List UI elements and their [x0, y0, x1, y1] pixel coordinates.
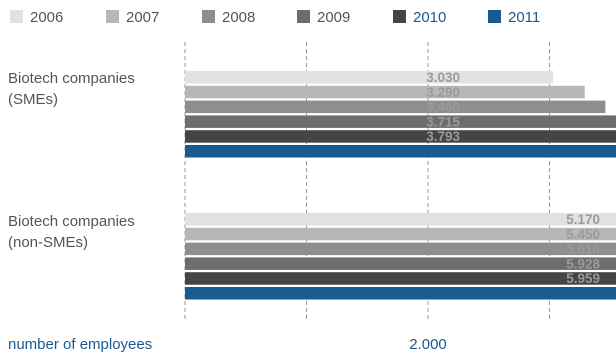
- legend-swatch: [202, 10, 215, 23]
- legend-swatch: [488, 10, 501, 23]
- legend-swatch: [106, 10, 119, 23]
- legend-label: 2010: [413, 9, 446, 26]
- data-label: 5.610: [566, 242, 600, 257]
- bar: [185, 287, 616, 300]
- data-label: 5.450: [566, 227, 600, 242]
- data-label: 6.254: [566, 286, 600, 301]
- bar: [185, 85, 585, 99]
- bar: [185, 71, 554, 84]
- legend-label: 2008: [222, 9, 255, 26]
- category-label: (non-SMEs): [8, 234, 88, 251]
- bar: [185, 257, 616, 270]
- data-label: 5.928: [566, 256, 600, 271]
- legend-label: 2011: [508, 9, 540, 26]
- bar: [185, 272, 616, 285]
- data-label: 3.290: [426, 85, 460, 100]
- legend-swatch: [393, 10, 406, 23]
- data-label: 5.170: [566, 212, 600, 227]
- legend-swatch: [10, 10, 23, 23]
- legend-swatch: [297, 10, 310, 23]
- data-label: 3.460: [426, 100, 460, 115]
- legend-label: 2007: [126, 9, 159, 26]
- data-label: 3.793: [426, 129, 460, 144]
- data-label: 5.959: [566, 271, 600, 286]
- bar: [185, 130, 616, 143]
- bar: [185, 145, 616, 158]
- bar: [185, 115, 616, 128]
- bar: [185, 242, 616, 256]
- category-label: (SMEs): [8, 91, 58, 108]
- data-label: 4.016: [426, 144, 460, 159]
- data-label: 3.030: [426, 70, 460, 85]
- legend-label: 2009: [317, 9, 350, 26]
- data-label: 3.715: [426, 114, 460, 129]
- bar: [185, 213, 616, 226]
- bar: [185, 227, 616, 241]
- legend-label: 2006: [30, 9, 63, 26]
- x-axis-label: number of employees: [8, 336, 152, 353]
- x-tick-label: 2.000: [409, 336, 447, 353]
- bar: [185, 100, 606, 114]
- category-label: Biotech companies: [8, 70, 135, 87]
- category-label: Biotech companies: [8, 213, 135, 230]
